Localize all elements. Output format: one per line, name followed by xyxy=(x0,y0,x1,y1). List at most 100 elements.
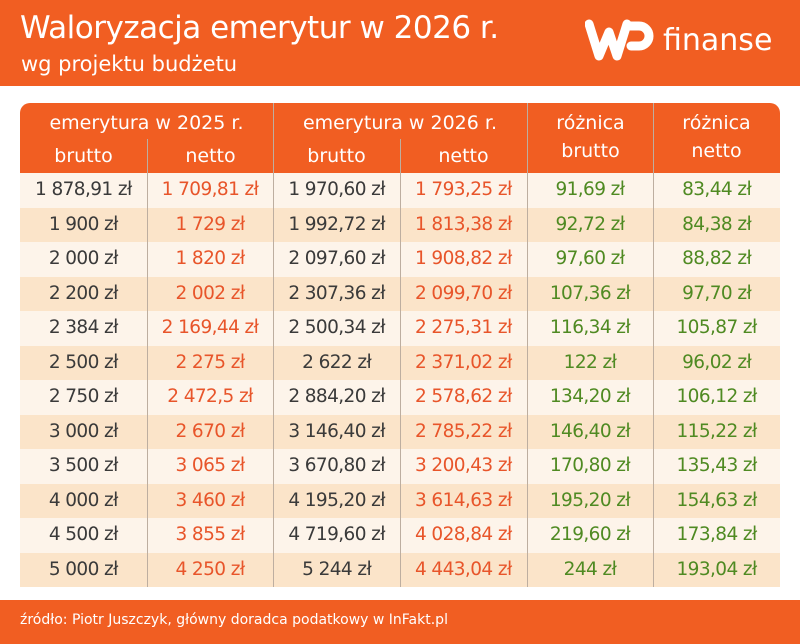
cell-diff-brutto: 244 zł xyxy=(563,558,617,580)
table-row: 5 000 zł 4 250 zł 5 244 zł 4 443,04 zł 244 z… xyxy=(20,552,780,587)
divider xyxy=(527,552,528,587)
cell-2026-brutto: 3 670,80 zł xyxy=(288,455,385,476)
divider xyxy=(653,207,654,242)
cell-2025-netto: 2 472,5 zł xyxy=(167,386,253,407)
col-header-2025-brutto: brutto xyxy=(54,145,113,167)
cell-diff-netto: 115,22 zł xyxy=(676,420,758,442)
divider xyxy=(400,449,401,484)
cell-2026-netto: 2 371,02 zł xyxy=(414,351,512,373)
divider xyxy=(273,518,274,553)
divider xyxy=(527,518,528,553)
cell-2025-netto: 2 169,44 zł xyxy=(161,317,259,338)
divider xyxy=(273,276,274,311)
divider xyxy=(147,380,148,415)
wp-finanse-logo: finanse xyxy=(585,18,772,62)
divider xyxy=(653,449,654,484)
divider xyxy=(653,173,654,208)
cell-2026-brutto: 4 719,60 zł xyxy=(288,524,385,545)
header-banner: Waloryzacja emerytur w 2026 r. wg projek… xyxy=(0,0,800,86)
cell-2025-brutto: 2 500 zł xyxy=(48,351,119,373)
cell-2026-brutto: 2 884,20 zł xyxy=(288,386,385,407)
cell-2025-netto: 1 709,81 zł xyxy=(161,179,259,200)
cell-2026-netto: 3 200,43 zł xyxy=(414,455,512,476)
cell-2025-netto: 2 670 zł xyxy=(175,420,245,442)
divider xyxy=(147,173,148,208)
footer-banner: źródło: Piotr Juszczyk, główny doradca p… xyxy=(0,600,800,644)
cell-2026-netto: 1 813,38 zł xyxy=(414,213,512,235)
divider xyxy=(273,103,274,173)
source-note: źródło: Piotr Juszczyk, główny doradca p… xyxy=(20,612,448,628)
pension-table: emerytura w 2025 r. emerytura w 2026 r. … xyxy=(20,103,780,587)
group-header-diff-brutto: różnica xyxy=(556,112,625,134)
cell-2026-brutto: 2 500,34 zł xyxy=(288,317,385,338)
cell-2025-brutto: 2 000 zł xyxy=(48,248,119,269)
cell-2026-brutto: 4 195,20 zł xyxy=(288,489,385,511)
divider xyxy=(147,311,148,346)
divider xyxy=(527,242,528,277)
cell-2026-netto: 2 578,62 zł xyxy=(414,386,512,407)
cell-2026-netto: 3 614,63 zł xyxy=(414,489,512,511)
cell-2025-brutto: 4 500 zł xyxy=(48,524,119,545)
cell-2025-netto: 2 275 zł xyxy=(175,351,245,373)
cell-diff-netto: 173,84 zł xyxy=(676,524,758,545)
cell-diff-brutto: 92,72 zł xyxy=(555,213,625,235)
cell-diff-netto: 97,70 zł xyxy=(682,282,752,304)
page-subtitle: wg projektu budżetu xyxy=(21,52,238,76)
divider xyxy=(653,276,654,311)
divider xyxy=(400,207,401,242)
cell-2026-netto: 1 908,82 zł xyxy=(414,248,512,269)
group-header-diff-netto: różnica xyxy=(682,112,751,134)
cell-2026-brutto: 2 097,60 zł xyxy=(288,248,385,269)
cell-diff-netto: 96,02 zł xyxy=(682,351,752,373)
divider xyxy=(400,518,401,553)
cell-diff-brutto: 219,60 zł xyxy=(549,524,631,545)
cell-diff-netto: 193,04 zł xyxy=(676,558,758,580)
divider xyxy=(273,207,274,242)
cell-2025-netto: 1 729 zł xyxy=(175,213,245,235)
cell-2026-netto: 1 793,25 zł xyxy=(414,179,512,200)
cell-diff-netto: 84,38 zł xyxy=(682,213,752,235)
divider xyxy=(147,207,148,242)
cell-2025-netto: 3 065 zł xyxy=(175,455,245,476)
divider xyxy=(147,139,148,173)
divider xyxy=(273,311,274,346)
cell-2026-brutto: 1 970,60 zł xyxy=(288,179,385,200)
divider xyxy=(527,345,528,380)
divider xyxy=(527,276,528,311)
col-header-2026-netto: netto xyxy=(438,145,489,167)
table-header: emerytura w 2025 r. emerytura w 2026 r. … xyxy=(20,103,780,173)
divider xyxy=(147,552,148,587)
col-header-2025-netto: netto xyxy=(185,145,236,167)
divider xyxy=(147,242,148,277)
divider xyxy=(273,242,274,277)
cell-2025-brutto: 1 878,91 zł xyxy=(35,179,132,200)
divider xyxy=(273,345,274,380)
divider xyxy=(400,276,401,311)
cell-2025-brutto: 5 000 zł xyxy=(48,558,119,580)
logo-text: finanse xyxy=(663,22,773,58)
cell-2025-netto: 3 855 zł xyxy=(175,524,245,545)
table-row: 3 500 zł 3 065 zł 3 670,80 zł 3 200,43 zł 17… xyxy=(20,449,780,484)
cell-2026-brutto: 2 307,36 zł xyxy=(288,282,385,304)
cell-diff-brutto: 134,20 zł xyxy=(549,386,631,407)
cell-2025-brutto: 1 900 zł xyxy=(48,213,119,235)
cell-2026-netto: 4 443,04 zł xyxy=(414,558,512,580)
cell-2025-netto: 3 460 zł xyxy=(175,489,245,511)
divider xyxy=(653,483,654,518)
cell-diff-brutto: 122 zł xyxy=(563,351,617,373)
divider xyxy=(653,518,654,553)
cell-diff-brutto: 170,80 zł xyxy=(549,455,631,476)
divider xyxy=(400,380,401,415)
cell-diff-brutto: 195,20 zł xyxy=(549,489,631,511)
cell-2026-brutto: 2 622 zł xyxy=(302,351,372,373)
cell-2026-brutto: 3 146,40 zł xyxy=(288,420,385,442)
divider xyxy=(527,173,528,208)
col-header-2026-brutto: brutto xyxy=(307,145,366,167)
cell-2025-brutto: 2 200 zł xyxy=(48,282,119,304)
cell-2026-brutto: 5 244 zł xyxy=(302,558,372,580)
cell-2026-netto: 2 785,22 zł xyxy=(414,420,512,442)
divider xyxy=(653,311,654,346)
table-row: 1 900 zł 1 729 zł 1 992,72 zł 1 813,38 zł 92… xyxy=(20,207,780,242)
divider xyxy=(400,552,401,587)
divider xyxy=(527,414,528,449)
